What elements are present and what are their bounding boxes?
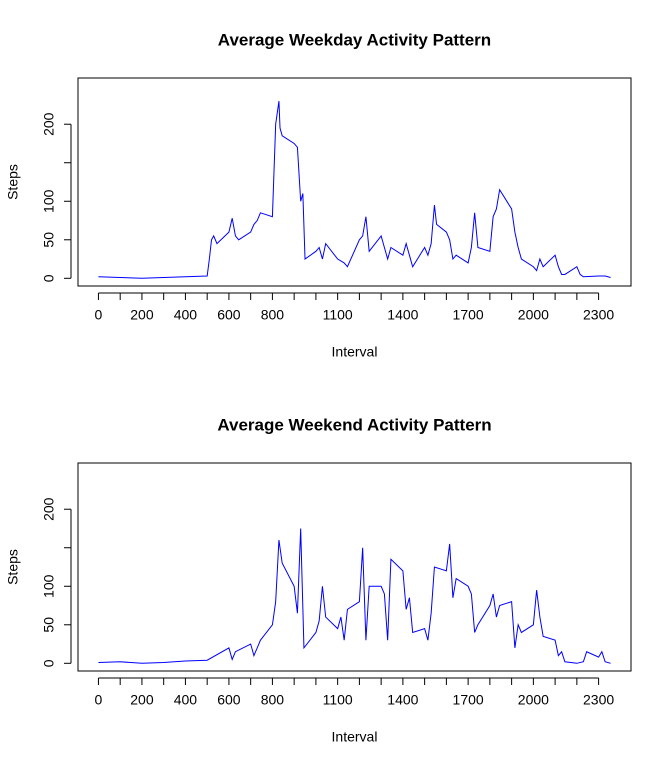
y-axis-label: Steps [5,549,21,585]
x-tick-label: 1400 [387,307,418,323]
x-tick-label: 200 [130,307,154,323]
x-tick-label: 0 [95,692,103,708]
x-tick-label: 600 [217,692,241,708]
series-line [98,101,611,279]
x-tick-label: 2300 [583,692,614,708]
x-tick-label: 2300 [583,307,614,323]
chart-title: Average Weekend Activity Pattern [217,415,491,434]
y-tick-label: 50 [41,232,57,248]
x-tick-label: 1700 [453,307,484,323]
plot-box [77,77,632,287]
y-tick-label: 100 [41,189,57,213]
chart-title: Average Weekday Activity Pattern [218,30,491,49]
y-tick-label: 200 [41,497,57,521]
x-tick-label: 1100 [323,692,353,708]
x-tick-label: 1700 [453,692,484,708]
y-tick-label: 0 [41,274,57,282]
x-tick-label: 600 [217,307,241,323]
y-tick-label: 200 [41,112,57,136]
x-tick-label: 2000 [518,307,549,323]
x-tick-label: 400 [174,692,198,708]
x-tick-label: 400 [174,307,198,323]
x-tick-label: 2000 [518,692,549,708]
plot-box [77,462,632,672]
x-tick-label: 800 [261,692,285,708]
x-tick-label: 1100 [323,307,353,323]
series-line [98,528,611,664]
y-tick-label: 100 [41,574,57,598]
y-axis-label: Steps [5,164,21,200]
x-axis-label: Interval [332,729,378,745]
x-axis-label: Interval [332,344,378,360]
x-tick-label: 200 [130,692,154,708]
x-tick-label: 1400 [387,692,418,708]
x-tick-label: 0 [95,307,103,323]
y-tick-label: 0 [41,659,57,667]
x-tick-label: 800 [261,307,285,323]
y-tick-label: 50 [41,617,57,633]
